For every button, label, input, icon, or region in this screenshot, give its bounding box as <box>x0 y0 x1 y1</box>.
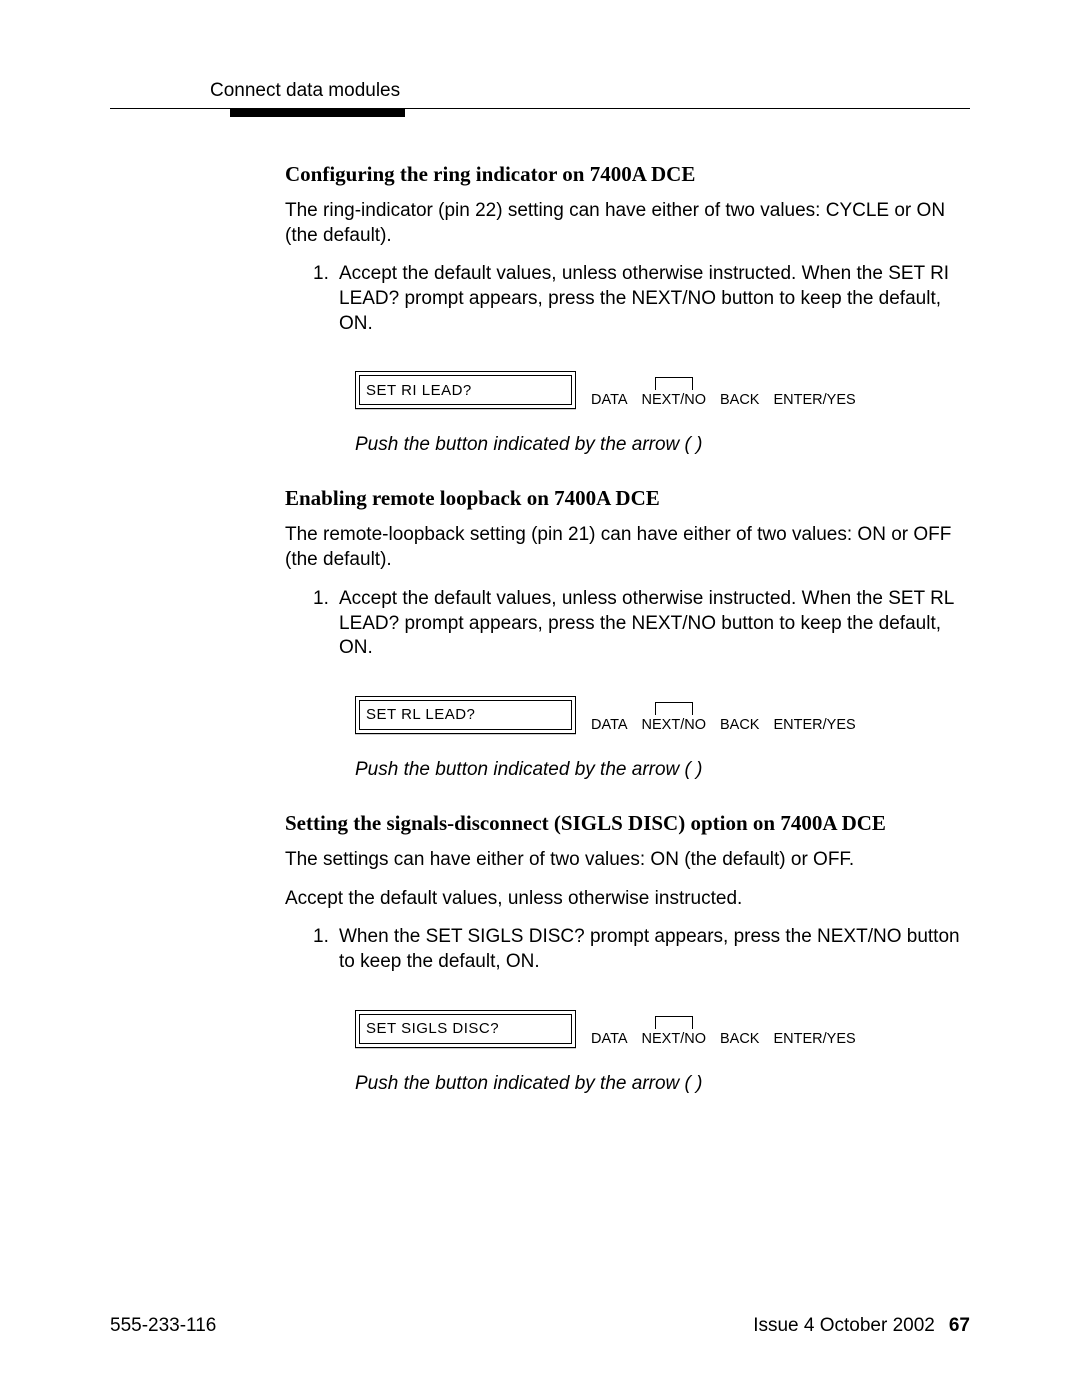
enter-button[interactable]: ENTER/YES <box>773 1011 855 1047</box>
caption-text: Push the button indicated by the arrow (… <box>355 1073 960 1095</box>
display-row: SET RI LEAD? DATA NEXT/NO BACK ENTER/YES <box>355 371 960 409</box>
data-button[interactable]: DATA <box>591 1011 628 1047</box>
nextno-button[interactable]: NEXT/NO <box>642 697 706 733</box>
display-row: SET SIGLS DISC? DATA NEXT/NO BACK ENTER/… <box>355 1010 960 1048</box>
buttons-group: DATA NEXT/NO BACK ENTER/YES <box>591 1011 856 1047</box>
footer: 555-233-116 Issue 4 October 2002 67 <box>110 1315 970 1337</box>
display-text: SET SIGLS DISC? <box>359 1014 572 1044</box>
back-button[interactable]: BACK <box>720 372 760 408</box>
body-text: The ring-indicator (pin 22) setting can … <box>285 199 960 248</box>
section-heading: Enabling remote loopback on 7400A DCE <box>285 486 960 511</box>
document-page: Connect data modules Configuring the rin… <box>0 0 1080 1397</box>
caption-text: Push the button indicated by the arrow (… <box>355 434 960 456</box>
body-text: The remote-loopback setting (pin 21) can… <box>285 523 960 572</box>
buttons-group: DATA NEXT/NO BACK ENTER/YES <box>591 372 856 408</box>
display-text: SET RI LEAD? <box>359 375 572 405</box>
section-heading: Setting the signals-disconnect (SIGLS DI… <box>285 811 960 836</box>
step-text: Accept the default values, unless otherw… <box>339 262 960 336</box>
data-button[interactable]: DATA <box>591 697 628 733</box>
main-content: Configuring the ring indicator on 7400A … <box>285 162 960 1095</box>
footer-right: Issue 4 October 2002 67 <box>753 1315 970 1337</box>
buttons-group: DATA NEXT/NO BACK ENTER/YES <box>591 697 856 733</box>
back-button[interactable]: BACK <box>720 1011 760 1047</box>
step-text: When the SET SIGLS DISC? prompt appears,… <box>339 925 960 974</box>
list-item: 1. When the SET SIGLS DISC? prompt appea… <box>313 925 960 974</box>
bracket-icon <box>655 1016 693 1029</box>
display-box: SET SIGLS DISC? <box>355 1010 576 1048</box>
step-number: 1. <box>313 262 339 336</box>
section-heading: Configuring the ring indicator on 7400A … <box>285 162 960 187</box>
data-button[interactable]: DATA <box>591 372 628 408</box>
nextno-button[interactable]: NEXT/NO <box>642 372 706 408</box>
back-button[interactable]: BACK <box>720 697 760 733</box>
step-text: Accept the default values, unless otherw… <box>339 587 960 661</box>
step-number: 1. <box>313 925 339 974</box>
display-box: SET RI LEAD? <box>355 371 576 409</box>
body-text: The settings can have either of two valu… <box>285 848 960 873</box>
enter-button[interactable]: ENTER/YES <box>773 697 855 733</box>
page-number: 67 <box>949 1315 970 1337</box>
display-box: SET RL LEAD? <box>355 696 576 734</box>
header-breadcrumb: Connect data modules <box>210 80 970 108</box>
body-text: Accept the default values, unless otherw… <box>285 887 960 912</box>
doc-number: 555-233-116 <box>110 1315 216 1337</box>
caption-text: Push the button indicated by the arrow (… <box>355 759 960 781</box>
bracket-icon <box>655 377 693 390</box>
list-item: 1. Accept the default values, unless oth… <box>313 262 960 336</box>
bracket-icon <box>655 702 693 715</box>
enter-button[interactable]: ENTER/YES <box>773 372 855 408</box>
step-number: 1. <box>313 587 339 661</box>
display-row: SET RL LEAD? DATA NEXT/NO BACK ENTER/YES <box>355 696 960 734</box>
list-item: 1. Accept the default values, unless oth… <box>313 587 960 661</box>
nextno-button[interactable]: NEXT/NO <box>642 1011 706 1047</box>
header-black-bar <box>230 109 405 117</box>
display-text: SET RL LEAD? <box>359 700 572 730</box>
issue-label: Issue 4 October 2002 <box>753 1315 935 1337</box>
